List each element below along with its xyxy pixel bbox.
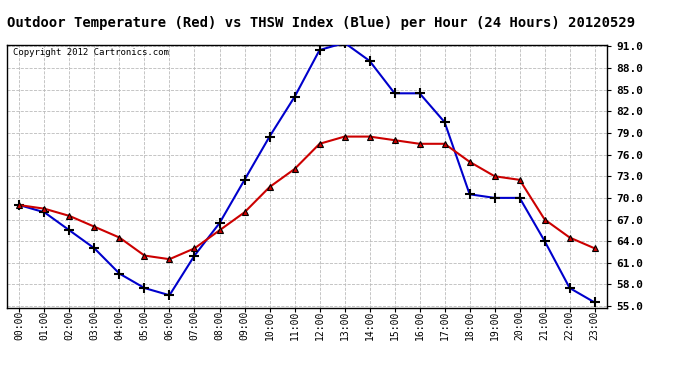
Text: Outdoor Temperature (Red) vs THSW Index (Blue) per Hour (24 Hours) 20120529: Outdoor Temperature (Red) vs THSW Index … <box>7 15 635 30</box>
Text: 19:00: 19:00 <box>490 311 500 340</box>
Text: 03:00: 03:00 <box>90 311 99 340</box>
Text: 07:00: 07:00 <box>190 311 199 340</box>
Text: 05:00: 05:00 <box>139 311 150 340</box>
Text: 15:00: 15:00 <box>390 311 400 340</box>
Text: 11:00: 11:00 <box>290 311 299 340</box>
Text: 00:00: 00:00 <box>14 311 24 340</box>
Text: 18:00: 18:00 <box>464 311 475 340</box>
Text: 08:00: 08:00 <box>215 311 224 340</box>
Text: 21:00: 21:00 <box>540 311 550 340</box>
Text: 09:00: 09:00 <box>239 311 250 340</box>
Text: 17:00: 17:00 <box>440 311 450 340</box>
Text: 20:00: 20:00 <box>515 311 524 340</box>
Text: 22:00: 22:00 <box>564 311 575 340</box>
Text: Copyright 2012 Cartronics.com: Copyright 2012 Cartronics.com <box>13 48 169 57</box>
Text: 14:00: 14:00 <box>364 311 375 340</box>
Text: 13:00: 13:00 <box>339 311 350 340</box>
Text: 16:00: 16:00 <box>415 311 424 340</box>
Text: 23:00: 23:00 <box>590 311 600 340</box>
Text: 06:00: 06:00 <box>164 311 175 340</box>
Text: 12:00: 12:00 <box>315 311 324 340</box>
Text: 10:00: 10:00 <box>264 311 275 340</box>
Text: 01:00: 01:00 <box>39 311 50 340</box>
Text: 04:00: 04:00 <box>115 311 124 340</box>
Text: 02:00: 02:00 <box>64 311 75 340</box>
